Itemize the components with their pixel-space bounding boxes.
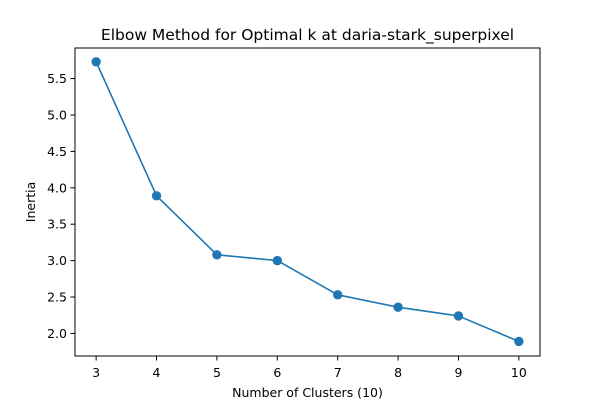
series-line: [95, 61, 520, 343]
data-point: [272, 255, 283, 266]
data-point: [453, 311, 464, 321]
x-tick-label: 8: [394, 365, 402, 380]
data-point: [514, 336, 524, 347]
chart-title: Elbow Method for Optimal k at daria-star…: [101, 26, 514, 45]
x-tick-label: 9: [454, 365, 462, 380]
y-tick-label: 2.5: [47, 290, 67, 305]
data-point: [332, 290, 343, 300]
y-axis: 2.0 2.5 3.0 3.5 4.0 4.5 5.0 5.5: [47, 71, 75, 341]
data-point: [212, 250, 222, 260]
data-point: [91, 57, 101, 67]
x-tick-label: 6: [273, 365, 281, 380]
data-point: [393, 302, 403, 312]
y-tick-label: 4.5: [47, 144, 67, 159]
plot-frame: [74, 47, 541, 357]
y-tick-label: 5.0: [47, 107, 67, 122]
y-axis-label: Inertia: [23, 182, 38, 222]
x-axis-label: Number of Clusters (10): [232, 385, 383, 400]
y-tick-label: 4.0: [47, 180, 67, 195]
x-axis: 3 4 5 6 7 8 9 10: [92, 356, 527, 380]
x-tick-label: 7: [334, 365, 342, 380]
plot-area: [91, 57, 524, 347]
y-tick-label: 2.0: [47, 326, 67, 341]
data-point: [151, 191, 162, 201]
x-tick-label: 3: [92, 365, 100, 380]
y-tick-label: 3.5: [47, 217, 67, 232]
y-tick-label: 5.5: [47, 71, 67, 86]
x-tick-label: 10: [511, 365, 527, 380]
y-tick-label: 3.0: [47, 253, 67, 268]
x-tick-label: 4: [153, 365, 161, 380]
x-tick-label: 5: [213, 365, 221, 380]
